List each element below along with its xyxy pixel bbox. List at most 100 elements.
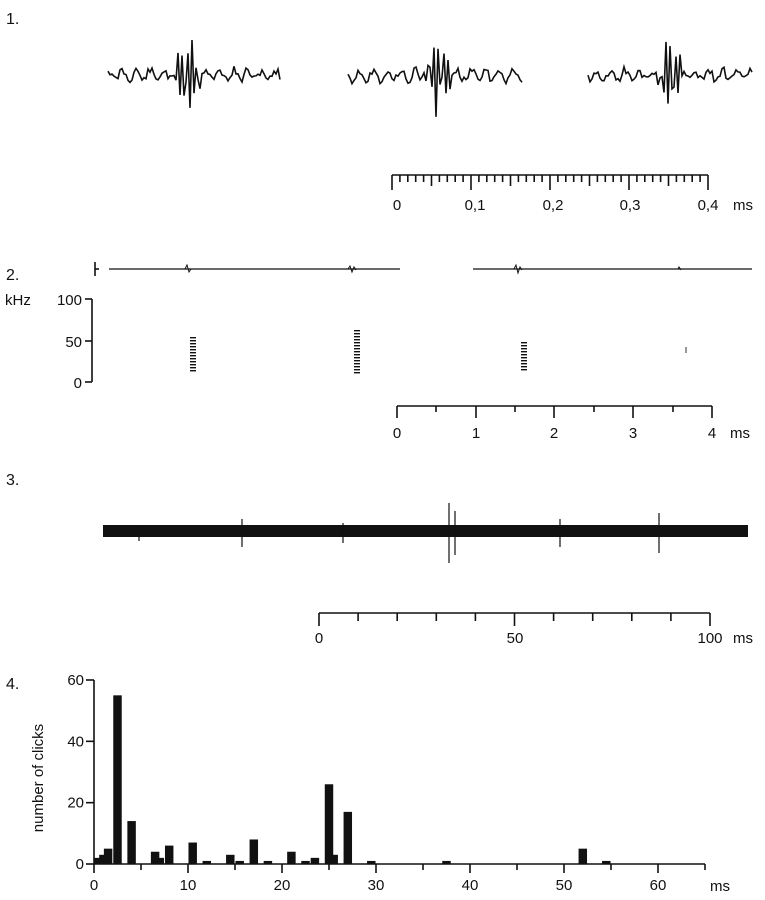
scale-unit: ms — [733, 630, 753, 647]
panel-1-waveforms — [107, 39, 753, 117]
x-tick-label: 10 — [180, 877, 197, 894]
scale-tick-label: 0 — [393, 197, 401, 214]
spectrogram-mark — [190, 367, 196, 369]
scale-tick-label: 2 — [550, 425, 558, 442]
panel-1-scale-bar: 0 0,1 0,2 0,3 0,4 ms — [391, 174, 753, 214]
y-axis-title: number of clicks — [30, 724, 47, 832]
panel-label-2: 2. — [6, 267, 19, 284]
histogram-bar — [367, 860, 376, 864]
spectrogram-mark — [190, 349, 196, 351]
scale-tick-label: 0,4 — [698, 197, 719, 214]
panel-label-1: 1. — [6, 11, 19, 28]
spectrogram-mark — [521, 366, 527, 368]
spectrogram-mark — [354, 330, 360, 332]
histogram-bar — [578, 848, 588, 864]
histogram-bar — [602, 860, 611, 864]
scale-unit: ms — [730, 425, 750, 442]
x-tick-label: 30 — [368, 877, 385, 894]
scale-tick-label: 0 — [315, 630, 323, 647]
histogram-bar — [263, 860, 273, 864]
y-tick-label: 0 — [76, 856, 84, 873]
panel-3-click-train — [103, 503, 748, 563]
scale-tick-label: 0,3 — [620, 197, 641, 214]
scale-tick-label: 50 — [507, 630, 524, 647]
spectrogram-mark — [354, 372, 360, 374]
histogram-bar — [343, 811, 353, 864]
spectrogram-mark — [190, 364, 196, 366]
spectrogram-mark — [354, 360, 360, 362]
spectrogram-mark — [354, 348, 360, 350]
histogram-bar — [301, 860, 310, 864]
spectrogram-mark — [354, 354, 360, 356]
panel-2-spectrogram: kHz 100 50 0 — [5, 292, 687, 392]
spectrogram-mark — [521, 348, 527, 350]
panel-3-scale-bar: 0 50 100 ms — [315, 612, 753, 647]
histogram-bar — [99, 854, 108, 864]
histogram-bar — [127, 821, 136, 864]
spectrogram-mark — [354, 366, 360, 368]
spectrogram-mark — [521, 345, 527, 347]
spectrogram-mark — [521, 369, 527, 371]
spectrogram-mark — [521, 363, 527, 365]
spectrogram-mark — [521, 360, 527, 362]
spectrogram-mark — [190, 346, 196, 348]
spectrogram-mark — [354, 369, 360, 371]
spectrogram-mark — [190, 352, 196, 354]
histogram-bar — [155, 857, 165, 864]
spectrogram-mark — [354, 363, 360, 365]
spectrogram-mark — [190, 340, 196, 342]
scale-unit: ms — [733, 197, 753, 214]
x-tick-label: 0 — [90, 877, 98, 894]
x-tick-label: 60 — [650, 877, 667, 894]
waveform-1 — [107, 39, 281, 108]
histogram-bar — [249, 839, 259, 864]
histogram-bar — [164, 845, 174, 864]
x-tick-label: 20 — [274, 877, 291, 894]
panel-2-oscillogram — [94, 262, 752, 276]
y-tick-label: 20 — [67, 795, 84, 812]
spectrogram-mark — [354, 357, 360, 359]
panel-label-4: 4. — [6, 676, 19, 693]
spectrogram-mark — [354, 339, 360, 341]
spectrogram-mark — [190, 337, 196, 339]
x-tick-label: 40 — [462, 877, 479, 894]
spectrogram-axis-unit: kHz — [5, 292, 31, 309]
histogram-bar — [150, 851, 160, 864]
spectrogram-mark — [190, 358, 196, 360]
spectrogram-mark — [521, 357, 527, 359]
x-tick-label: 50 — [556, 877, 573, 894]
histogram-bar — [324, 784, 334, 864]
spectrogram-mark — [521, 354, 527, 356]
spectrogram-tick-label: 50 — [65, 334, 82, 351]
spectrogram-mark — [190, 343, 196, 345]
y-tick-label: 60 — [67, 672, 84, 689]
waveform-2 — [347, 47, 523, 117]
spectrogram-mark — [190, 355, 196, 357]
panel-4-histogram: 0 20 40 60 0 10 20 30 40 50 60 ms number of click… — [30, 672, 730, 895]
scale-tick-label: 0 — [393, 425, 401, 442]
spectrogram-mark — [354, 336, 360, 338]
spectrogram-mark — [521, 351, 527, 353]
spectrogram-mark — [521, 342, 527, 344]
scale-tick-label: 0,2 — [543, 197, 564, 214]
histogram-bar — [442, 860, 451, 864]
spectrogram-mark — [354, 342, 360, 344]
scale-tick-label: 4 — [708, 425, 716, 442]
waveform-3 — [587, 41, 753, 104]
histogram-bar — [103, 848, 113, 864]
histogram-bar — [94, 857, 103, 864]
scale-tick-label: 0,1 — [465, 197, 486, 214]
scale-tick-label: 100 — [697, 630, 722, 647]
histogram-bar — [226, 854, 235, 864]
histogram-bar — [188, 842, 197, 864]
scale-tick-label: 1 — [472, 425, 480, 442]
histogram-bar — [287, 851, 296, 864]
spectrogram-mark — [685, 347, 687, 353]
spectrogram-mark — [354, 333, 360, 335]
spectrogram-mark — [354, 351, 360, 353]
spectrogram-tick-label: 0 — [74, 375, 82, 392]
y-tick-label: 40 — [67, 733, 84, 750]
panel-2-scale-bar: 0 1 2 3 4 ms — [393, 405, 750, 442]
histogram-bar — [329, 854, 338, 864]
